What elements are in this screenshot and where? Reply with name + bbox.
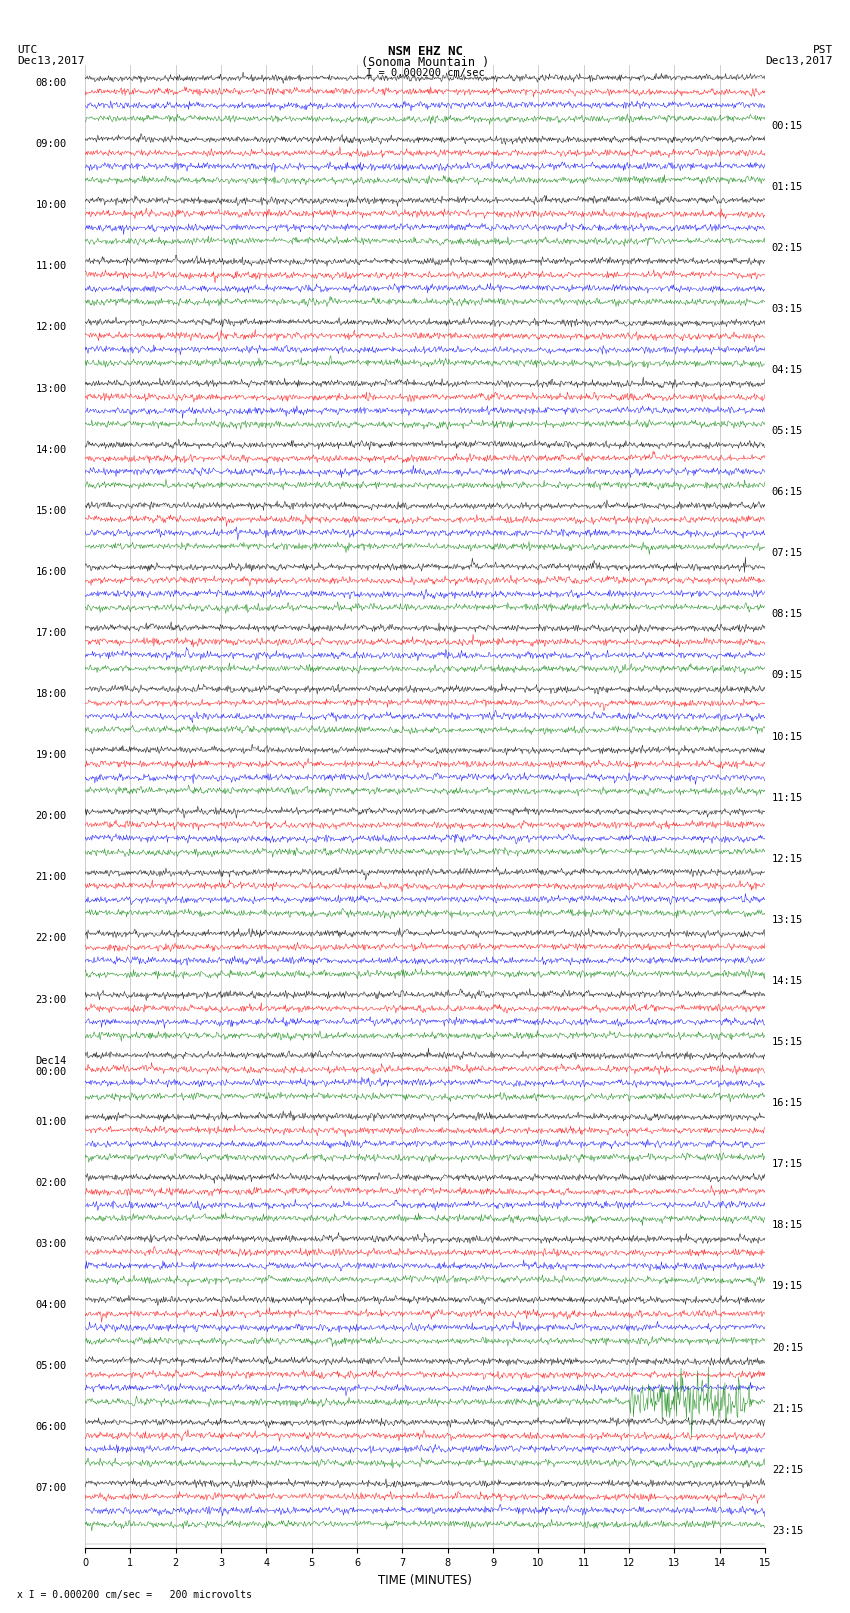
Text: 18:00: 18:00 — [36, 689, 67, 698]
Text: Dec13,2017: Dec13,2017 — [17, 56, 84, 66]
Text: 05:15: 05:15 — [772, 426, 803, 436]
Text: x I = 0.000200 cm/sec =   200 microvolts: x I = 0.000200 cm/sec = 200 microvolts — [17, 1590, 252, 1600]
Text: 23:15: 23:15 — [772, 1526, 803, 1536]
Text: 07:15: 07:15 — [772, 548, 803, 558]
Text: (Sonoma Mountain ): (Sonoma Mountain ) — [361, 56, 489, 69]
Text: 15:00: 15:00 — [36, 506, 67, 516]
Text: 21:00: 21:00 — [36, 873, 67, 882]
Text: 10:00: 10:00 — [36, 200, 67, 210]
Text: 17:00: 17:00 — [36, 627, 67, 639]
Text: 09:15: 09:15 — [772, 671, 803, 681]
Text: 01:00: 01:00 — [36, 1116, 67, 1127]
Text: 12:00: 12:00 — [36, 323, 67, 332]
Text: 04:15: 04:15 — [772, 365, 803, 374]
Text: 05:00: 05:00 — [36, 1361, 67, 1371]
X-axis label: TIME (MINUTES): TIME (MINUTES) — [378, 1574, 472, 1587]
Text: 19:00: 19:00 — [36, 750, 67, 760]
Text: UTC: UTC — [17, 45, 37, 55]
Text: 10:15: 10:15 — [772, 732, 803, 742]
Text: 13:15: 13:15 — [772, 915, 803, 924]
Text: 20:15: 20:15 — [772, 1342, 803, 1353]
Text: 20:00: 20:00 — [36, 811, 67, 821]
Text: 17:15: 17:15 — [772, 1160, 803, 1169]
Text: 00:15: 00:15 — [772, 121, 803, 131]
Text: 23:00: 23:00 — [36, 995, 67, 1005]
Text: NSM EHZ NC: NSM EHZ NC — [388, 45, 462, 58]
Text: 06:00: 06:00 — [36, 1423, 67, 1432]
Text: 13:00: 13:00 — [36, 384, 67, 394]
Text: 11:15: 11:15 — [772, 792, 803, 803]
Text: 22:00: 22:00 — [36, 934, 67, 944]
Text: 09:00: 09:00 — [36, 139, 67, 148]
Text: 03:15: 03:15 — [772, 303, 803, 315]
Text: 22:15: 22:15 — [772, 1465, 803, 1474]
Text: 02:15: 02:15 — [772, 244, 803, 253]
Text: 02:00: 02:00 — [36, 1177, 67, 1187]
Text: 16:00: 16:00 — [36, 566, 67, 577]
Text: 16:15: 16:15 — [772, 1098, 803, 1108]
Text: 06:15: 06:15 — [772, 487, 803, 497]
Text: 14:15: 14:15 — [772, 976, 803, 986]
Text: 18:15: 18:15 — [772, 1221, 803, 1231]
Text: 08:00: 08:00 — [36, 77, 67, 89]
Text: 07:00: 07:00 — [36, 1484, 67, 1494]
Text: 19:15: 19:15 — [772, 1281, 803, 1292]
Text: PST: PST — [813, 45, 833, 55]
Text: 12:15: 12:15 — [772, 853, 803, 865]
Text: 15:15: 15:15 — [772, 1037, 803, 1047]
Text: 14:00: 14:00 — [36, 445, 67, 455]
Text: I = 0.000200 cm/sec: I = 0.000200 cm/sec — [366, 68, 484, 77]
Text: 03:00: 03:00 — [36, 1239, 67, 1248]
Text: 08:15: 08:15 — [772, 610, 803, 619]
Text: 11:00: 11:00 — [36, 261, 67, 271]
Text: 01:15: 01:15 — [772, 182, 803, 192]
Text: Dec14
00:00: Dec14 00:00 — [36, 1055, 67, 1077]
Text: 04:00: 04:00 — [36, 1300, 67, 1310]
Text: 21:15: 21:15 — [772, 1403, 803, 1413]
Text: Dec13,2017: Dec13,2017 — [766, 56, 833, 66]
